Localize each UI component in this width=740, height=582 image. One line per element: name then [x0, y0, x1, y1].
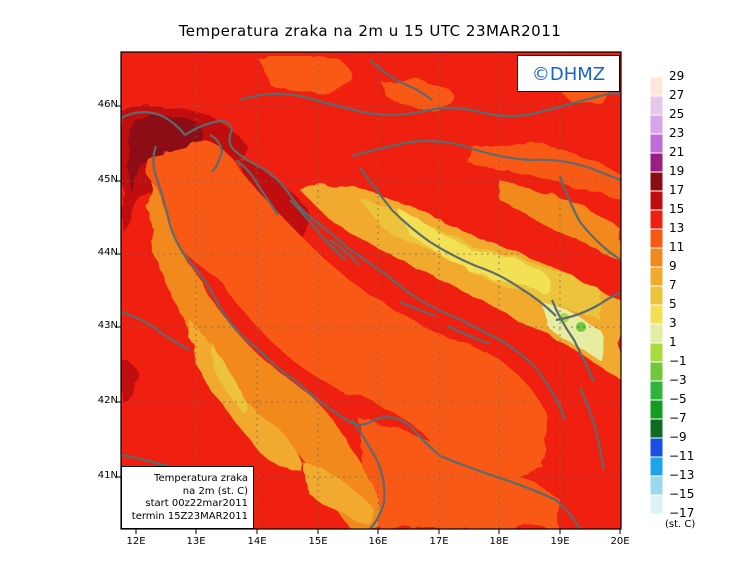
legend-swatch	[649, 323, 664, 344]
legend-label: 17	[669, 183, 685, 197]
legend-label: 13	[669, 221, 685, 235]
lat-tick-label: 45N	[97, 174, 118, 185]
legend-label: 19	[669, 164, 685, 178]
legend-swatch	[649, 342, 664, 363]
legend-label: 11	[669, 240, 685, 254]
lon-tick-label: 16E	[368, 536, 388, 547]
info-box: Temperatura zraka na 2m (st. C) start 00…	[121, 466, 254, 529]
legend-swatch	[649, 456, 664, 477]
legend-swatch	[649, 95, 664, 116]
legend-label: 15	[669, 202, 685, 216]
legend-swatch	[649, 76, 664, 97]
legend-label: −11	[669, 449, 695, 463]
lat-tick-label: 43N	[97, 320, 118, 331]
legend-swatch	[649, 399, 664, 420]
legend-label: 3	[669, 316, 677, 330]
coastlines	[121, 59, 621, 529]
legend-colorbar	[649, 76, 664, 515]
legend-label: 29	[669, 69, 685, 83]
lat-tick-label: 44N	[97, 247, 118, 258]
lat-tick-label: 41N	[97, 470, 118, 481]
legend-label: −15	[669, 487, 695, 501]
legend-label: 7	[669, 278, 677, 292]
lon-tick-label: 15E	[308, 536, 328, 547]
legend-label: −7	[669, 411, 687, 425]
info-line: na 2m (st. C)	[182, 485, 248, 497]
legend-label: 25	[669, 107, 685, 121]
legend-label: −13	[669, 468, 695, 482]
graticule	[121, 52, 621, 529]
legend-swatch	[649, 209, 664, 230]
legend-label: −3	[669, 373, 687, 387]
legend-label: −9	[669, 430, 687, 444]
lon-tick-label: 12E	[126, 536, 146, 547]
legend-label: 27	[669, 88, 685, 102]
legend-swatch	[649, 152, 664, 173]
legend-label: 23	[669, 126, 685, 140]
legend-label: 1	[669, 335, 677, 349]
lon-tick-label: 18E	[489, 536, 509, 547]
legend-swatch	[649, 361, 664, 382]
lon-tick-label: 19E	[550, 536, 570, 547]
lat-tick-label: 42N	[97, 395, 118, 406]
legend-swatch	[649, 418, 664, 439]
legend-label: 21	[669, 145, 685, 159]
lat-tick-label: 46N	[97, 99, 118, 110]
legend-swatch	[649, 247, 664, 268]
legend-swatch	[649, 475, 664, 496]
legend-swatch	[649, 285, 664, 306]
legend-label: −5	[669, 392, 687, 406]
legend-swatch	[649, 133, 664, 154]
info-line: start 00z22mar2011	[145, 498, 248, 509]
legend-label: 5	[669, 297, 677, 311]
legend-swatch	[649, 171, 664, 192]
legend-label: −1	[669, 354, 687, 368]
lon-tick-label: 20E	[610, 536, 630, 547]
lon-tick-label: 14E	[247, 536, 267, 547]
legend-label: −17	[669, 506, 695, 520]
info-line: termin 15Z23MAR2011	[131, 510, 248, 522]
legend-swatch	[649, 437, 664, 458]
legend-swatch	[649, 380, 664, 401]
legend-swatch	[649, 228, 664, 249]
legend-swatch	[649, 494, 664, 515]
axis-ticks	[116, 105, 621, 534]
legend-unit: (st. C)	[665, 519, 696, 530]
temperature-field	[121, 52, 621, 529]
lon-tick-label: 17E	[429, 536, 449, 547]
legend-swatch	[649, 266, 664, 287]
map-title: Temperatura zraka na 2m u 15 UTC 23MAR20…	[178, 22, 562, 40]
dhmz-logo: ©DHMZ	[517, 55, 620, 92]
info-line: Temperatura zraka	[154, 473, 248, 484]
legend-swatch	[649, 190, 664, 211]
lon-tick-label: 13E	[186, 536, 206, 547]
legend-swatch	[649, 304, 664, 325]
legend-label: 9	[669, 259, 677, 273]
legend-swatch	[649, 114, 664, 135]
map-frame	[120, 51, 622, 530]
